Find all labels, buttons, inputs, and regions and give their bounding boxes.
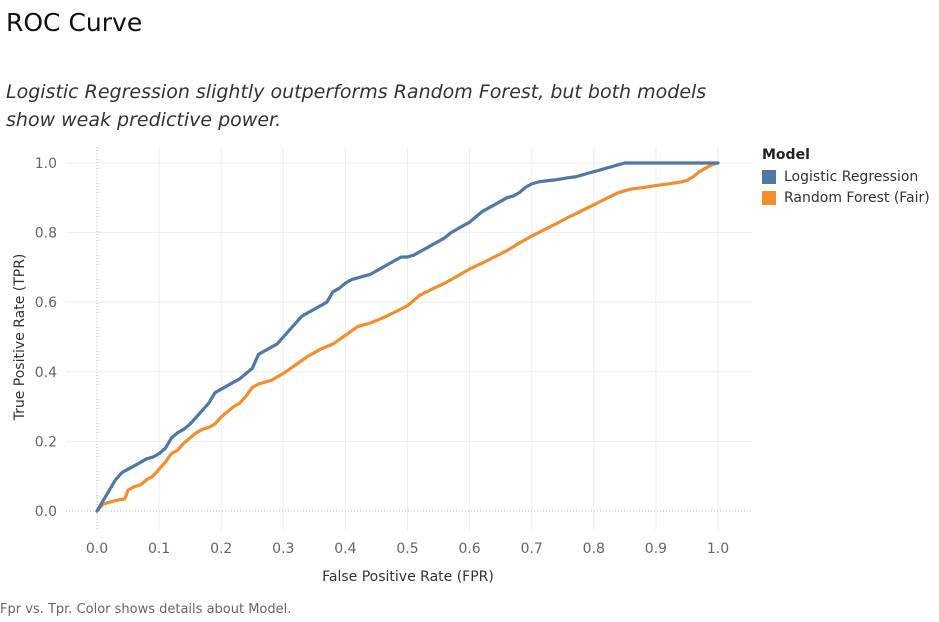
series-lines: [95, 161, 720, 513]
series-line-logistic-regression: [95, 161, 720, 513]
legend-swatch-logistic-regression: [762, 169, 776, 184]
y-tick-label: 0.6: [35, 295, 57, 311]
x-tick-label: 0.8: [583, 541, 605, 557]
x-tick-label: 0.6: [458, 541, 480, 557]
x-tick-label: 0.5: [396, 541, 418, 557]
legend-swatch-random-forest: [762, 190, 776, 205]
chart-subtitle: Logistic Regression slightly outperforms…: [6, 81, 707, 131]
legend-item-random-forest[interactable]: Random Forest (Fair): [762, 187, 930, 208]
x-tick-label: 0.3: [272, 541, 294, 557]
x-tick-label: 0.1: [148, 541, 170, 557]
x-tick-label: 0.9: [645, 541, 667, 557]
legend: Model Logistic Regression Random Forest …: [762, 147, 930, 208]
legend-title: Model: [762, 147, 810, 163]
x-tick-label: 0.7: [521, 541, 543, 557]
x-tick-label: 0.2: [210, 541, 232, 557]
series-line-random-forest: [95, 161, 720, 513]
chart-caption: Fpr vs. Tpr. Color shows details about M…: [0, 602, 292, 617]
legend-item-logistic-regression[interactable]: Logistic Regression: [762, 166, 930, 187]
legend-label: Logistic Regression: [784, 168, 919, 185]
roc-chart: 0.0 0.1 0.2 0.3 0.4 0.5 0.6 0.7 0.8 0.9 1.0 0.0 0.2 0…: [12, 147, 752, 585]
y-tick-label: 0.4: [35, 365, 57, 381]
legend-label: Random Forest (Fair): [784, 189, 930, 206]
gridlines: [66, 147, 752, 530]
x-tick-label: 0.0: [86, 541, 108, 557]
y-tick-label: 0.8: [35, 226, 57, 242]
axes: 0.0 0.1 0.2 0.3 0.4 0.5 0.6 0.7 0.8 0.9 1.0 0.0 0.2 0…: [35, 156, 729, 557]
x-tick-label: 0.4: [334, 541, 356, 557]
x-tick-label: 1.0: [707, 541, 729, 557]
chart-title: ROC Curve: [6, 8, 143, 37]
y-tick-label: 0.0: [35, 504, 57, 520]
y-tick-label: 0.2: [35, 434, 57, 450]
y-axis-label: True Positive Rate (TPR): [12, 254, 28, 422]
x-axis-label: False Positive Rate (FPR): [322, 569, 494, 585]
y-tick-label: 1.0: [35, 156, 57, 172]
